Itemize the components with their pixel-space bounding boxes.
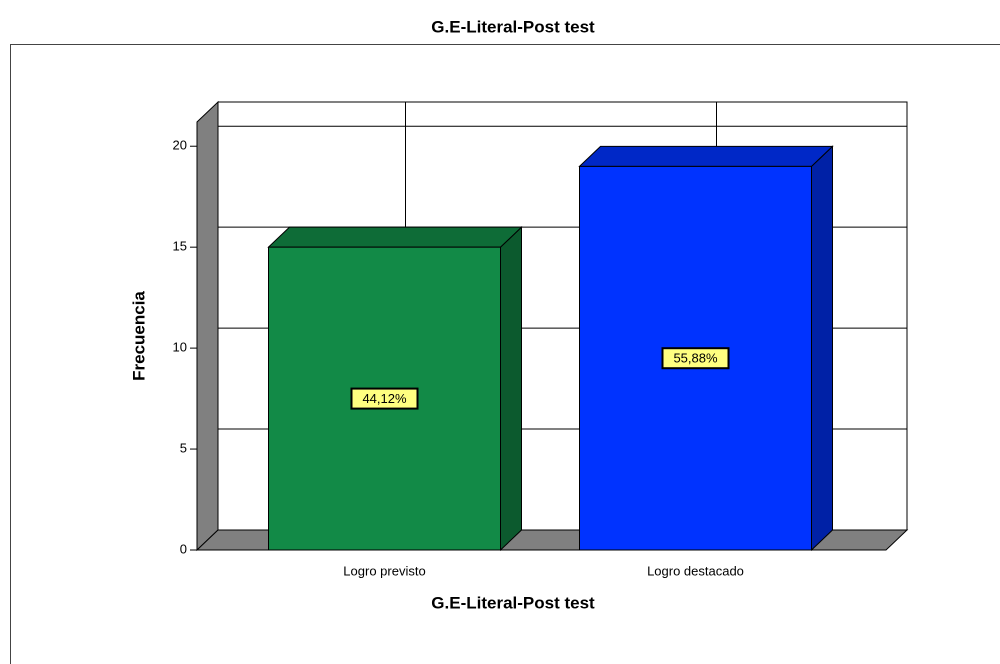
bar-top — [578, 145, 834, 167]
y-axis-title: Frecuencia — [129, 291, 148, 381]
x-tick-label: Logro previsto — [343, 563, 425, 578]
data-label-box — [661, 347, 730, 370]
y-tick-label: 10 — [173, 340, 187, 355]
data-label-box — [350, 387, 419, 410]
bar-top — [267, 226, 523, 248]
data-label: 44,12% — [362, 391, 407, 406]
y-tick-label: 0 — [180, 541, 187, 556]
chart-title: G.E-Literal-Post test — [431, 17, 595, 36]
y-tick-label: 20 — [173, 138, 187, 153]
y-tick-label: 5 — [180, 440, 187, 455]
x-axis-title: G.E-Literal-Post test — [431, 593, 595, 612]
left-wall — [196, 100, 219, 552]
data-label: 55,88% — [673, 351, 718, 366]
x-tick-label: Logro destacado — [647, 563, 744, 578]
bar-side — [500, 226, 522, 552]
y-tick-label: 15 — [173, 239, 187, 254]
bar-side — [811, 145, 833, 552]
